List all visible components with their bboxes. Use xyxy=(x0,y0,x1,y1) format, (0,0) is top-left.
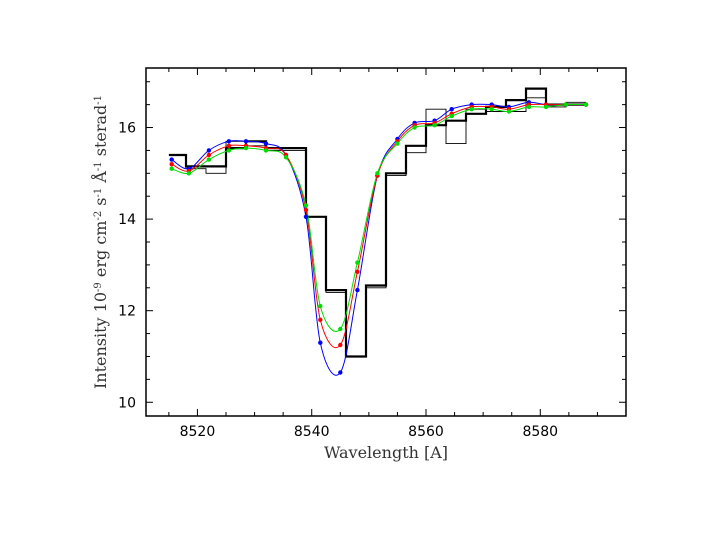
green-data-point xyxy=(469,107,474,112)
y-axis-title-exp: -1 xyxy=(93,161,104,171)
x-tick-label: 8560 xyxy=(408,424,444,440)
y-axis-title-part: s xyxy=(91,197,110,210)
y-tick-label: 10 xyxy=(118,395,136,411)
green-data-point xyxy=(449,113,454,119)
green-data-point xyxy=(355,260,360,265)
y-axis-title-exp: -9 xyxy=(93,282,104,292)
green-data-point xyxy=(543,104,549,110)
blue-data-point xyxy=(449,107,454,112)
red-data-point xyxy=(169,162,174,167)
y-axis-title-part: Intensity 10 xyxy=(91,292,110,389)
green-data-point xyxy=(563,102,569,107)
green-data-point xyxy=(526,104,532,110)
green-model-line xyxy=(171,103,587,332)
red-data-point xyxy=(303,207,309,213)
green-data-point xyxy=(283,155,289,160)
green-data-point xyxy=(432,123,437,128)
blue-data-point xyxy=(243,139,249,144)
red-data-point xyxy=(226,143,232,148)
red-data-point xyxy=(355,269,360,274)
y-axis-title-exp: -2 xyxy=(93,211,104,221)
blue-data-point xyxy=(206,148,212,153)
axis-ticks-group xyxy=(146,68,626,416)
y-axis-title-exp: -1 xyxy=(93,188,104,198)
green-data-point xyxy=(303,203,309,208)
x-tick-label: 8580 xyxy=(522,424,558,440)
green-data-point xyxy=(318,303,323,309)
green-data-point xyxy=(583,102,589,107)
red-data-point xyxy=(206,152,212,158)
green-data-point xyxy=(375,171,380,176)
blue-data-point xyxy=(263,141,269,146)
y-axis-title-part: sterad xyxy=(91,105,110,162)
blue-data-point xyxy=(169,157,174,162)
green-data-point xyxy=(506,109,512,114)
red-model-line xyxy=(171,103,586,349)
x-tick-label: 8520 xyxy=(180,424,216,440)
red-data-point xyxy=(318,317,323,322)
y-tick-label: 12 xyxy=(118,304,136,320)
y-tick-label: 14 xyxy=(118,212,136,228)
y-axis-title: Intensity 10-9 erg cm-2 s-1 Å-1 sterad-1 xyxy=(90,95,110,389)
green-data-point xyxy=(186,171,192,176)
model-points-group xyxy=(169,100,589,375)
blue-data-point xyxy=(318,340,323,345)
green-data-point xyxy=(395,141,400,146)
green-data-point xyxy=(412,125,417,130)
tick-labels-group: 8520 8540 8560 8580 10 12 14 16 xyxy=(118,121,558,440)
x-axis-title: Wavelength [A] xyxy=(324,443,448,462)
y-axis-title-exp: -1 xyxy=(93,95,104,105)
green-data-point xyxy=(489,107,494,112)
red-data-point xyxy=(338,342,343,348)
histogram-thin xyxy=(168,97,586,357)
y-axis-title-part: erg cm xyxy=(91,221,110,283)
y-axis-title-part: Å xyxy=(90,171,110,188)
green-data-point xyxy=(169,166,174,171)
green-data-point xyxy=(226,148,232,153)
green-data-point xyxy=(263,148,269,153)
y-tick-label: 16 xyxy=(118,121,136,137)
blue-data-point xyxy=(338,370,343,375)
blue-data-point xyxy=(226,139,232,144)
green-data-point xyxy=(338,326,343,332)
green-data-point xyxy=(206,157,212,162)
blue-data-point xyxy=(355,287,360,293)
x-tick-label: 8540 xyxy=(294,424,330,440)
green-data-point xyxy=(243,145,249,151)
blue-data-point xyxy=(303,214,309,219)
